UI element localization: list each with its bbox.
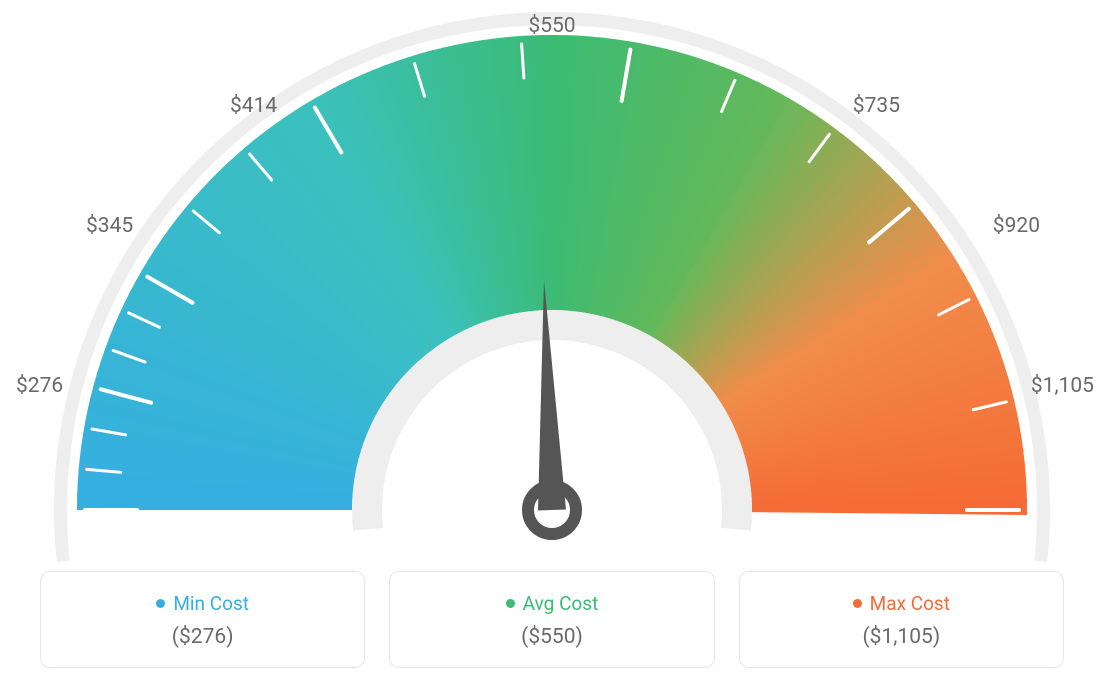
- gauge-svg: [0, 10, 1104, 570]
- gauge-tick-label: $735: [820, 94, 900, 118]
- legend-title-text: Max Cost: [870, 592, 950, 615]
- gauge-tick-label: $1,105: [1014, 374, 1094, 398]
- legend-card: Max Cost ($1,105): [739, 571, 1064, 668]
- legend-dot-icon: [506, 599, 515, 608]
- legend-value: ($276): [53, 625, 352, 649]
- legend-card: Min Cost ($276): [40, 571, 365, 668]
- legend-value: ($1,105): [752, 625, 1051, 649]
- gauge-tick-label: $276: [16, 374, 63, 398]
- gauge-chart: $276 $345 $414 $550 $735 $920 $1,105: [0, 0, 1104, 560]
- legend-title: Avg Cost: [506, 592, 599, 615]
- legend-title: Max Cost: [853, 592, 950, 615]
- gauge-tick-label: $414: [230, 94, 277, 118]
- gauge-tick-label: $550: [520, 14, 584, 38]
- legend-value: ($550): [402, 625, 701, 649]
- legend-row: Min Cost ($276) Avg Cost ($550) Max Cost ($1,…: [0, 571, 1104, 668]
- legend-dot-icon: [156, 599, 165, 608]
- legend-dot-icon: [853, 599, 862, 608]
- legend-title: Min Cost: [156, 592, 249, 615]
- gauge-tick-label: $920: [960, 214, 1040, 238]
- legend-card: Avg Cost ($550): [389, 571, 714, 668]
- legend-title-text: Min Cost: [173, 592, 249, 615]
- legend-title-text: Avg Cost: [523, 592, 599, 615]
- gauge-tick-label: $345: [86, 214, 133, 238]
